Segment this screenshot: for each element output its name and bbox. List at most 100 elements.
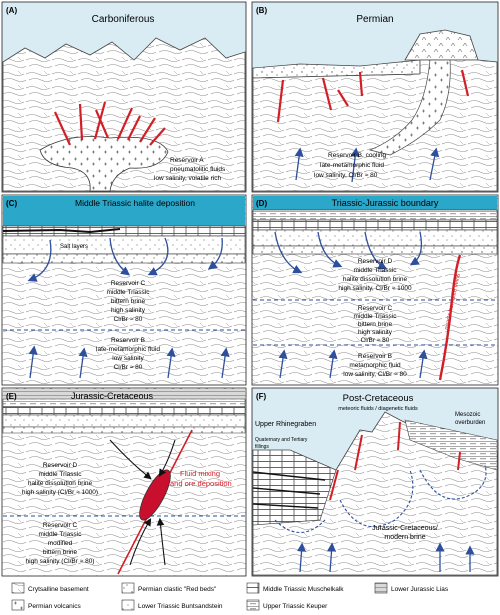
panel-e: (E) Jurassic-Cretaceous Reservoir D midd… — [1, 387, 247, 577]
panel-a-pluton — [39, 136, 169, 192]
panel-f-graben-beds — [252, 471, 326, 509]
panel-a-res-line2: pneumatolitic fluids — [170, 166, 226, 173]
panel-e-resd-4: high salinity (Cl/Br ≈ 1000) — [22, 489, 98, 496]
panel-f-overburden-2: overburden — [455, 420, 485, 426]
panel-b-title: Permian — [356, 14, 393, 25]
panel-d-resb-2: metamorphic fluid — [349, 362, 401, 369]
panel-f-arrows — [296, 542, 475, 573]
panel-c-resb-2: late-metamorphic fluid — [96, 346, 160, 353]
panel-c-resc-4: high salinity — [111, 307, 146, 314]
panel-e-resd-1: Reservoir D — [43, 462, 78, 469]
panel-b-dyke — [368, 59, 451, 156]
panel-b-res-line2: late-metamorphic fluid — [320, 162, 384, 169]
panel-f-faults — [329, 421, 461, 501]
panel-e-buntsandstein — [2, 414, 246, 428]
panel-e-tag: (E) — [6, 392, 17, 401]
panel-f-title: Post-Cretaceous — [343, 393, 414, 404]
panel-e-resc-3: modified — [48, 540, 73, 547]
legend-lias: Lower Jurassic Lias — [374, 582, 449, 594]
svg-text:Permian volcanics: Permian volcanics — [28, 603, 81, 610]
panel-e-arrows — [109, 439, 176, 566]
panel-d-keuper — [252, 209, 498, 221]
panel-d-halite-sea — [253, 196, 497, 210]
panel-c-resc-1: Reservoir C — [111, 280, 146, 287]
legend-buntsandstein: Lower Triassic Buntsandstein — [121, 599, 223, 611]
panel-e-resc-1: Reservoir C — [43, 522, 78, 529]
svg-text:Middle Triassic Muschelkalk: Middle Triassic Muschelkalk — [263, 586, 344, 593]
panel-f-graben-fill — [252, 449, 337, 526]
panel-f-subtitle: meteoric fluids / diagenetic fluids — [338, 406, 418, 412]
panel-d-resb-1: Reservoir B — [358, 353, 392, 360]
panel-d-resd-4: high salinity, Cl/Br ≈ 1000 — [338, 285, 412, 292]
panel-a: (A) Carboniferous Reservoir A pneumatoli… — [1, 1, 247, 193]
panel-a-res-line1: Reservoir A — [170, 157, 204, 164]
panel-b-arrows — [294, 147, 440, 183]
svg-text:Lower Jurassic Lias: Lower Jurassic Lias — [391, 586, 449, 593]
panel-e-lias — [3, 389, 245, 399]
panel-e-mixing-1: Fluid mixing — [180, 469, 220, 478]
panel-f: (F) Post-Cretaceous meteoric fluids / di… — [251, 387, 499, 577]
panel-d-redbeds — [252, 245, 498, 255]
panel-b-veins — [276, 69, 470, 123]
panel-d-resc-4: high salinity — [358, 329, 393, 336]
legend-keuper: Upper Triassic Keuper — [246, 599, 328, 611]
panel-c-arrows — [27, 237, 230, 379]
panel-d-resc-1: Reservoir C — [358, 305, 393, 312]
panel-d-resd-3: halite dissolution brine — [343, 276, 408, 283]
panel-a-veins — [53, 101, 166, 146]
svg-text:Crytsalline basement: Crytsalline basement — [28, 586, 89, 593]
panel-e-resc-2: middle Triassic — [39, 531, 83, 538]
panel-d: (D) Triassic-Jurassic boundary Reservoir… — [251, 194, 499, 386]
panel-d-buntsandstein — [252, 229, 498, 247]
panel-a-res-line3: low salinity, volatile rich — [154, 175, 221, 182]
panel-d-vein — [438, 254, 462, 381]
panel-d-resb-3: low salinity, Cl/Br ≈ 80 — [343, 371, 407, 378]
panel-b: (B) Permian Reservoir B, cooling late-me… — [251, 1, 499, 193]
panel-f-brine-1: Jurassic-Cretaceous/ — [372, 525, 438, 532]
panel-b-res-line3: low salinity, Cl/Br ≈ 80 — [314, 172, 378, 179]
panel-c-resb-1: Reservoir B — [111, 337, 145, 344]
panel-c-resc-5: Cl/Br ≈ 80 — [114, 316, 143, 323]
legend: Crytsalline basement Permian clastic "Re… — [11, 582, 449, 611]
panel-e-redbeds — [2, 426, 246, 434]
panel-e-resc-4: bittern brine — [43, 549, 78, 556]
panel-c-resb-3: low salinity — [112, 355, 144, 362]
panel-c-salt-label: Salt layers — [60, 244, 88, 250]
panel-f-fillings-2: fillings — [255, 444, 269, 450]
panel-d-arrows — [274, 231, 428, 379]
legend-basement: Crytsalline basement — [11, 582, 89, 594]
panel-c-resc-3: bittern brine — [111, 298, 146, 305]
panel-c: (C) Middle Triassic halite deposition Sa… — [1, 194, 247, 386]
panel-a-title: Carboniferous — [92, 14, 155, 25]
panel-b-tag: (B) — [256, 6, 267, 15]
panel-e-mixing-2: and ore deposition — [170, 479, 232, 488]
panel-f-circulation — [274, 464, 487, 534]
panel-d-resd-1: Reservoir D — [358, 258, 393, 265]
panel-c-salt-layer — [2, 228, 121, 234]
panel-d-resc-5: Cl/Br ≈ 80 — [361, 337, 390, 344]
panel-c-halite-sea — [3, 196, 245, 226]
panel-c-title: Middle Triassic halite deposition — [75, 198, 195, 208]
svg-text:Upper Triassic Keuper: Upper Triassic Keuper — [263, 603, 328, 610]
panel-c-redbeds — [2, 253, 246, 264]
panel-c-resb-4: Cl/Br ≈ 80 — [114, 364, 143, 371]
panel-d-title: Triassic-Jurassic boundary — [332, 198, 439, 208]
panel-f-overburden-1: Mesozoic — [455, 412, 480, 418]
panel-e-resd-2: middle Triassic — [39, 471, 83, 478]
panel-d-muschelkalk — [252, 219, 498, 231]
svg-text:Lower Triassic Buntsandstein: Lower Triassic Buntsandstein — [138, 603, 223, 610]
panel-c-resc-2: middle Triassic — [107, 289, 151, 296]
panel-e-resc-5: high salinity (Cl/Br ≈ 80) — [26, 558, 95, 565]
panel-f-graben-label: Upper Rhinegraben — [255, 421, 316, 428]
panel-d-resd-2: middle Triassic — [354, 267, 398, 274]
panel-f-tag: (F) — [256, 392, 267, 401]
panel-f-fillings-1: Quaternary and Tertiary — [255, 437, 308, 443]
svg-text:Permian clastic "Red beds": Permian clastic "Red beds" — [138, 586, 217, 593]
panel-e-muschelkalk — [2, 406, 246, 416]
panel-d-resc-2: middle Triassic — [354, 313, 398, 320]
legend-redbeds: Permian clastic "Red beds" — [121, 582, 217, 594]
legend-volcanics: Permian volcanics — [11, 599, 81, 611]
panel-c-tag: (C) — [6, 199, 17, 208]
panel-f-brine-2: modern brine — [384, 534, 425, 541]
legend-muschelkalk: Middle Triassic Muschelkalk — [246, 582, 344, 594]
